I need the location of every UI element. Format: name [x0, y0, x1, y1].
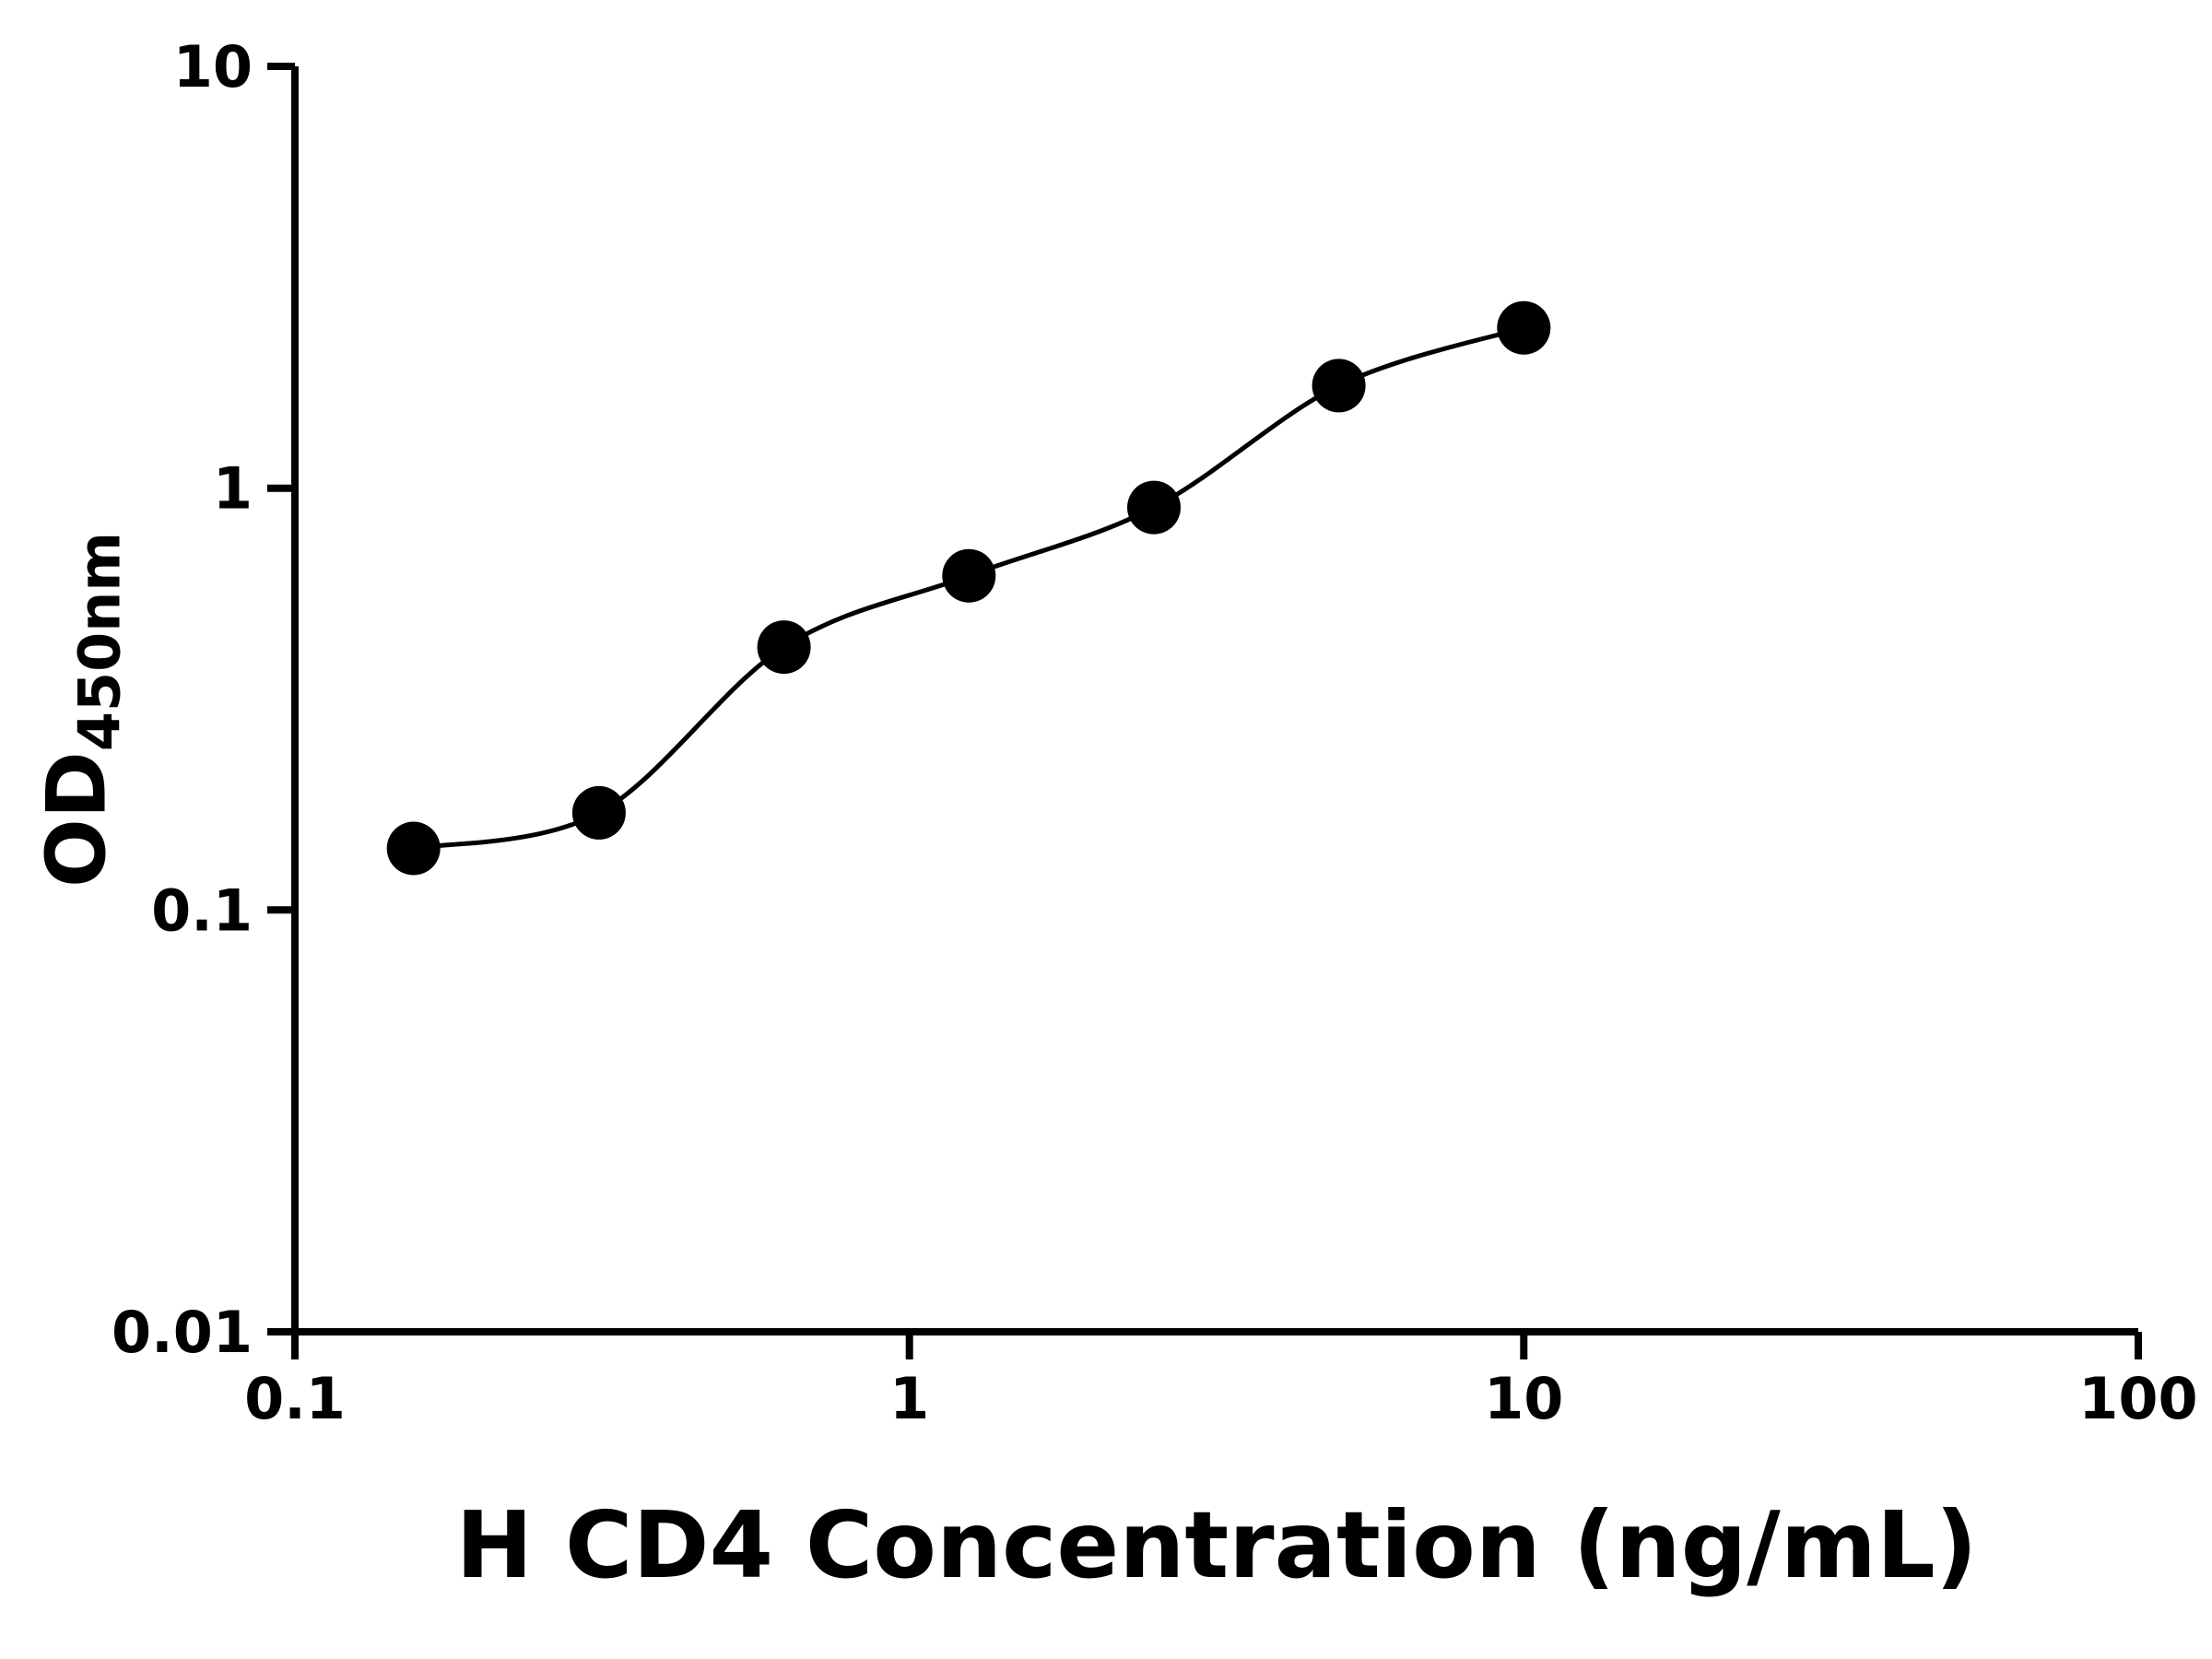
y-axis-tick-label: 0.01 [112, 1299, 253, 1366]
data-point [571, 785, 626, 840]
data-point [386, 821, 441, 876]
x-axis-title: H CD4 Concentration (ng/mL) [455, 1491, 1978, 1599]
data-point [942, 548, 996, 603]
y-axis-title: OD450nm [29, 532, 134, 888]
y-axis-tick-label: 0.1 [151, 877, 253, 944]
data-point [1127, 480, 1181, 535]
y-axis-tick-label: 10 [173, 33, 253, 100]
x-axis-tick-label: 100 [2078, 1365, 2197, 1432]
y-axis-title-subscript: 450nm [65, 531, 134, 752]
x-axis-tick-label: 1 [889, 1365, 929, 1432]
data-point [1497, 300, 1551, 355]
data-point [1312, 359, 1366, 413]
y-axis-title-main: OD [29, 751, 124, 888]
data-point [757, 620, 811, 675]
x-axis-tick-label: 0.1 [244, 1365, 346, 1432]
y-axis-tick-label: 1 [213, 455, 253, 523]
x-axis-tick-label: 10 [1484, 1365, 1563, 1432]
axes-frame [291, 66, 2138, 1335]
